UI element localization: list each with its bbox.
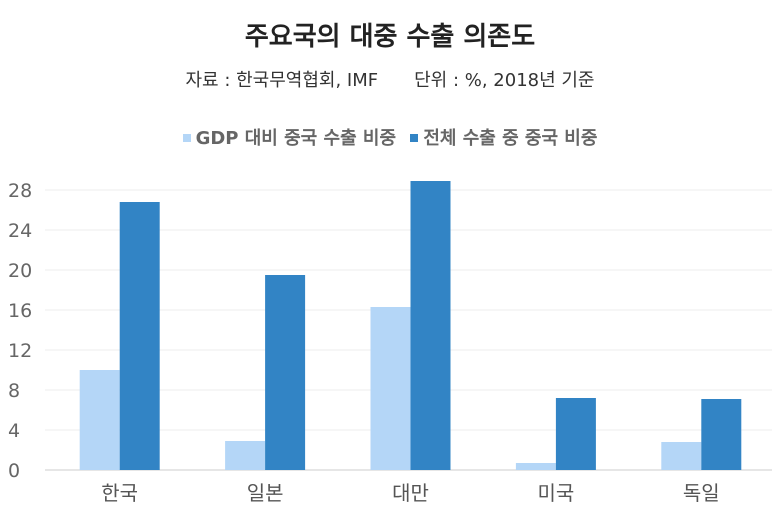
legend-label-export: 전체 수출 중 중국 비중 xyxy=(423,128,598,149)
x-tick-label: 독일 xyxy=(683,481,720,505)
bar-export xyxy=(119,202,160,470)
y-tick-label: 4 xyxy=(8,420,20,442)
bar-gdp xyxy=(370,307,411,470)
y-tick-label: 0 xyxy=(8,460,20,482)
bar-gdp xyxy=(79,370,120,470)
y-tick-label: 8 xyxy=(8,380,20,402)
y-tick-label: 24 xyxy=(8,220,32,242)
y-tick-label: 12 xyxy=(8,340,32,362)
chart-title: 주요국의 대중 수출 의존도 xyxy=(244,22,536,52)
legend-swatch-gdp xyxy=(182,134,191,142)
x-tick-label: 대만 xyxy=(392,481,429,505)
legend-swatch-export xyxy=(410,134,419,142)
x-tick-label: 한국 xyxy=(101,481,138,505)
bar-gdp xyxy=(515,463,556,470)
bar-gdp xyxy=(661,442,702,470)
chart-subtitle: 자료 : 한국무역협회, IMF 단위 : %, 2018년 기준 xyxy=(0,66,780,92)
bar-export xyxy=(410,181,451,470)
bar-export xyxy=(701,399,742,470)
legend-item-gdp: GDP 대비 중국 수출 비중 xyxy=(182,124,397,150)
legend: GDP 대비 중국 수출 비중 전체 수출 중 중국 비중 xyxy=(0,124,780,150)
y-tick-label: 20 xyxy=(8,260,32,282)
unit-note: 단위 : %, 2018년 기준 xyxy=(414,70,595,91)
bar-gdp xyxy=(225,441,266,470)
y-tick-label: 16 xyxy=(8,300,32,322)
x-tick-label: 미국 xyxy=(537,481,574,505)
bar-export xyxy=(265,275,306,470)
legend-item-export: 전체 수출 중 중국 비중 xyxy=(410,124,597,150)
source-note: 자료 : 한국무역협회, IMF xyxy=(185,70,379,91)
x-tick-label: 일본 xyxy=(247,481,284,505)
bar-export xyxy=(555,398,596,470)
y-tick-label: 28 xyxy=(8,180,32,202)
legend-label-gdp: GDP 대비 중국 수출 비중 xyxy=(195,128,397,149)
